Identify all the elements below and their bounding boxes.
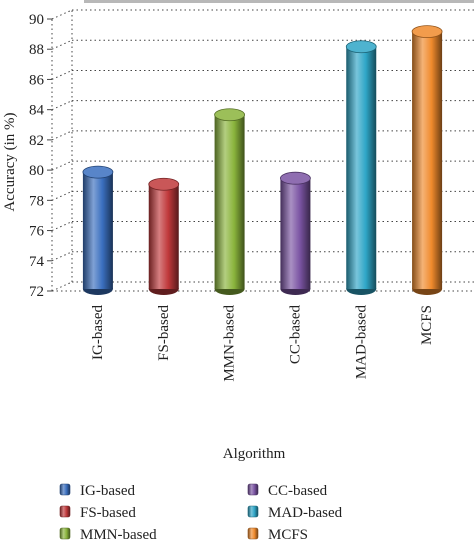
x-axis: IG-based FS-based MMN-based CC-based MAD-bas… bbox=[90, 305, 435, 382]
legend-item-fs-based: FS-based bbox=[59, 505, 136, 521]
x-tick-label: MAD-based bbox=[353, 305, 369, 380]
bar-body bbox=[346, 46, 377, 289]
bar-body bbox=[82, 172, 113, 289]
y-tick-label: 88 bbox=[29, 42, 44, 58]
legend-swatch bbox=[247, 483, 259, 496]
gridline-diagonal bbox=[51, 251, 73, 262]
legend-swatch bbox=[59, 527, 71, 540]
bar-body bbox=[280, 178, 311, 289]
bar-top bbox=[82, 165, 114, 179]
x-tick-label: FS-based bbox=[156, 305, 172, 361]
legend-item-cc-based: CC-based bbox=[247, 483, 328, 499]
bar-fs-based bbox=[148, 177, 180, 295]
bar-top bbox=[345, 40, 377, 54]
x-tick-label: IG-based bbox=[90, 305, 106, 360]
y-tick-label: 84 bbox=[29, 103, 45, 119]
bar-mad-based bbox=[345, 40, 377, 295]
bar-mcfs bbox=[411, 25, 443, 295]
legend-label: MAD-based bbox=[268, 505, 343, 521]
legend-item-mad-based: MAD-based bbox=[247, 505, 343, 521]
y-tick-label: 76 bbox=[29, 224, 45, 240]
y-tick-label: 78 bbox=[29, 193, 44, 209]
legend-item-mcfs: MCFS bbox=[247, 527, 308, 543]
legend-swatch bbox=[247, 527, 259, 540]
y-tick-label: 74 bbox=[29, 254, 45, 270]
bar-top bbox=[214, 108, 245, 122]
bar-cc-based bbox=[280, 171, 311, 295]
plot-frame bbox=[51, 0, 474, 292]
bar-top bbox=[411, 25, 443, 39]
y-tick-label: 80 bbox=[29, 163, 44, 179]
y-axis-title: Accuracy (in %) bbox=[2, 112, 18, 211]
legend-item-ig-based: IG-based bbox=[59, 483, 135, 499]
bar-body bbox=[214, 114, 245, 289]
legend-swatch bbox=[59, 483, 71, 496]
bar-top bbox=[280, 171, 311, 185]
legend-label: MCFS bbox=[268, 527, 308, 543]
legend-label: CC-based bbox=[268, 483, 328, 499]
legend-swatch bbox=[247, 505, 259, 518]
gridline-diagonal bbox=[51, 160, 73, 171]
gridline-diagonal bbox=[51, 221, 73, 232]
legend-item-mmn-based: MMN-based bbox=[59, 527, 157, 543]
bar-body bbox=[148, 184, 179, 289]
legend-label: FS-based bbox=[80, 505, 136, 521]
legend-swatch bbox=[59, 505, 71, 518]
x-axis-title: Algorithm bbox=[223, 446, 286, 462]
legend: IG-based FS-based MMN-based CC-based MAD-bas… bbox=[59, 483, 343, 543]
gridlines bbox=[51, 9, 474, 292]
y-tick-label: 72 bbox=[29, 284, 44, 300]
x-tick-label: CC-based bbox=[287, 305, 303, 365]
x-tick-label: MMN-based bbox=[222, 305, 238, 382]
bar-top bbox=[148, 177, 180, 191]
gridline-diagonal bbox=[51, 39, 73, 50]
plot-top-border bbox=[84, 0, 474, 3]
bar-ig-based bbox=[82, 165, 114, 295]
y-tick-label: 86 bbox=[29, 72, 45, 88]
y-tick-label: 90 bbox=[29, 12, 44, 28]
gridline-diagonal bbox=[51, 190, 73, 201]
gridline-diagonal bbox=[51, 69, 73, 80]
y-axis: 72 74 76 78 80 82 84 86 88 90 bbox=[29, 12, 52, 300]
bar-mmn-based bbox=[214, 108, 245, 295]
x-tick-label: MCFS bbox=[419, 305, 435, 345]
gridline-diagonal bbox=[51, 100, 73, 111]
legend-label: IG-based bbox=[80, 483, 135, 499]
gridline-diagonal bbox=[51, 281, 73, 292]
y-tick-label: 82 bbox=[29, 133, 44, 149]
bars bbox=[82, 25, 443, 295]
bar-body bbox=[412, 31, 443, 289]
gridline-diagonal bbox=[51, 9, 73, 20]
legend-label: MMN-based bbox=[80, 527, 157, 543]
gridline-diagonal bbox=[51, 130, 73, 141]
